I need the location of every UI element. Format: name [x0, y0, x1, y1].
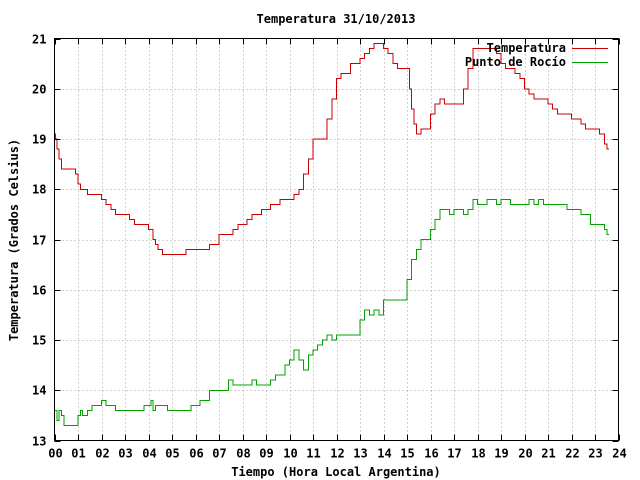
x-tick-labels: 00 01 02 03 04 05 06 07 08 09 10 11 12 13 14 15 16 17 18 19… — [48, 447, 626, 461]
x-tick-label: 19 — [494, 447, 508, 461]
x-tick-label: 18 — [471, 447, 485, 461]
y-tick-label: 14 — [32, 384, 46, 398]
x-axis-label: Tiempo (Hora Local Argentina) — [231, 465, 441, 479]
x-tick-label: 08 — [236, 447, 250, 461]
series-line-punto-de-rocio — [54, 198, 610, 426]
y-tick-label: 15 — [32, 334, 46, 348]
x-tick-label: 11 — [306, 447, 320, 461]
x-tick-label: 00 — [48, 447, 62, 461]
x-tick-label: 12 — [330, 447, 344, 461]
x-tick-label: 24 — [612, 447, 626, 461]
ticks — [54, 38, 620, 442]
x-tick-label: 03 — [118, 447, 132, 461]
x-tick-label: 14 — [377, 447, 391, 461]
y-tick-label: 19 — [32, 133, 46, 147]
x-tick-label: 02 — [95, 447, 109, 461]
legend-label: Temperatura — [487, 41, 566, 55]
x-tick-label: 04 — [142, 447, 156, 461]
x-tick-label: 13 — [353, 447, 367, 461]
legend-label: Punto de Rocío — [465, 55, 566, 69]
y-tick-label: 20 — [32, 83, 46, 97]
x-tick-label: 15 — [400, 447, 414, 461]
x-tick-label: 16 — [424, 447, 438, 461]
x-tick-label: 23 — [588, 447, 602, 461]
plot-frame — [54, 38, 619, 441]
y-tick-label: 17 — [32, 234, 46, 248]
x-tick-label: 10 — [283, 447, 297, 461]
x-tick-label: 07 — [212, 447, 226, 461]
y-tick-labels: 13 14 15 16 17 18 19 20 21 — [32, 33, 46, 449]
x-tick-label: 17 — [447, 447, 461, 461]
x-tick-label: 09 — [259, 447, 273, 461]
series-line-temperatura — [54, 43, 610, 256]
x-tick-label: 21 — [541, 447, 555, 461]
series-layer — [54, 43, 610, 426]
chart-title: Temperatura 31/10/2013 — [257, 12, 416, 26]
y-tick-label: 21 — [32, 33, 46, 47]
x-tick-label: 05 — [165, 447, 179, 461]
x-tick-label: 01 — [71, 447, 85, 461]
y-tick-label: 18 — [32, 183, 46, 197]
x-tick-label: 20 — [518, 447, 532, 461]
y-tick-label: 13 — [32, 435, 46, 449]
y-axis-label: Temperatura (Grados Celsius) — [7, 139, 21, 341]
x-tick-label: 06 — [189, 447, 203, 461]
y-tick-label: 16 — [32, 284, 46, 298]
x-tick-label: 22 — [565, 447, 579, 461]
